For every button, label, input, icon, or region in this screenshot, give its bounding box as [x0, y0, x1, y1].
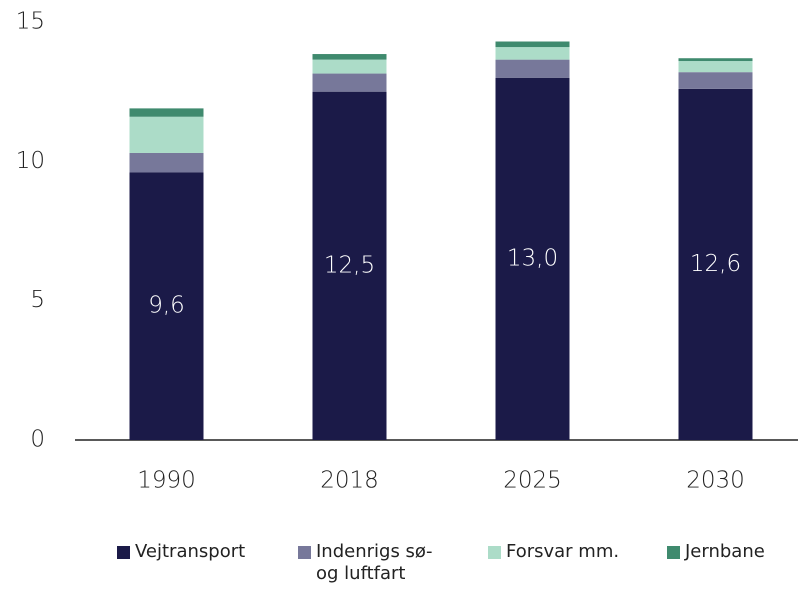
legend-swatch: [488, 546, 501, 559]
data-label: 12,6: [690, 251, 741, 277]
bar-segment: [495, 41, 570, 48]
bar-segment: [129, 172, 204, 441]
bar-segment: [495, 47, 570, 60]
data-label: 12,5: [324, 252, 375, 278]
legend-label: Jernbane: [685, 541, 765, 562]
legend-swatch: [667, 546, 680, 559]
data-label: 9,6: [148, 293, 185, 319]
bar-segment: [678, 58, 753, 62]
legend-item: Forsvar mm.: [488, 541, 648, 563]
bar-segment: [129, 108, 204, 117]
bar-segment: [129, 152, 204, 173]
legend-label: Indenrigs sø- og luftfart: [316, 541, 433, 584]
bar-segment: [129, 116, 204, 153]
x-tick-label: 2018: [320, 468, 379, 494]
bar-segment: [678, 72, 753, 89]
bar-segment: [312, 73, 387, 92]
legend-swatch: [298, 546, 311, 559]
legend-swatch: [117, 546, 130, 559]
legend-label: Vejtransport: [135, 541, 246, 562]
y-tick-label: 0: [30, 427, 45, 453]
legend-label: Forsvar mm.: [506, 541, 620, 562]
legend-item: Jernbane: [667, 541, 797, 563]
legend-item: Vejtransport: [117, 541, 277, 563]
bar-segment: [678, 88, 753, 440]
y-tick-label: 15: [16, 9, 45, 35]
x-tick-label: 1990: [137, 468, 196, 494]
bar-segment: [312, 91, 387, 441]
bar-segment: [678, 61, 753, 73]
data-label: 13,0: [507, 245, 558, 271]
x-tick-label: 2030: [686, 468, 745, 494]
bar-segment: [312, 54, 387, 60]
bar-segment: [312, 59, 387, 74]
bar-segment: [495, 77, 570, 440]
y-tick-label: 10: [16, 148, 45, 174]
y-tick-label: 5: [30, 287, 45, 313]
bar-segment: [495, 59, 570, 78]
legend-item: Indenrigs sø- og luftfart: [298, 541, 433, 585]
x-tick-label: 2025: [503, 468, 562, 494]
